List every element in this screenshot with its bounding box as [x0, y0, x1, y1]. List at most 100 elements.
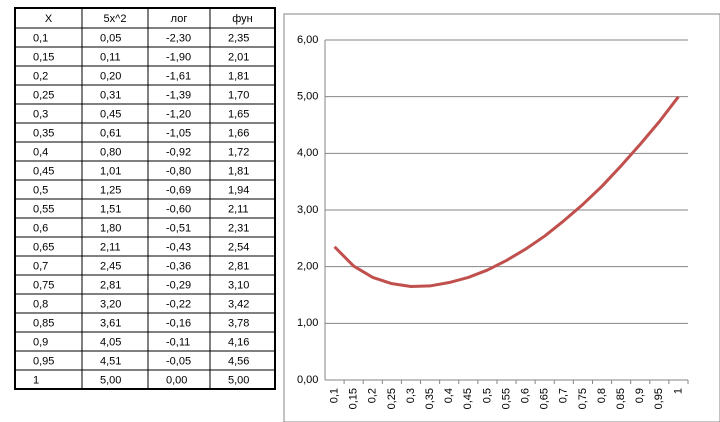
x-tick-label: 0,35	[424, 388, 436, 409]
x-tick-label: 0,45	[462, 388, 474, 409]
cell-text: 2,54	[228, 241, 249, 253]
cell-text: 0,7	[33, 260, 48, 272]
cell-text: 4,51	[100, 355, 121, 367]
chart-frame	[283, 13, 720, 422]
cell-text: 5,00	[228, 374, 249, 386]
table-cell	[14, 217, 83, 238]
cell-text: 0,11	[100, 51, 121, 63]
y-tick-label: 6,00	[297, 34, 318, 46]
y-tick-label: 3,00	[297, 204, 318, 216]
cell-text: 0,45	[100, 108, 121, 120]
cell-text: 3,78	[228, 317, 249, 329]
series-line	[333, 95, 680, 288]
table-cell	[14, 293, 83, 314]
table-cell	[14, 103, 83, 124]
cell-text: 2,45	[100, 260, 121, 272]
cell-text: 3,10	[228, 279, 249, 291]
cell-text: 2,81	[228, 260, 249, 272]
cell-text: -0,05	[166, 355, 191, 367]
cell-text: -1,61	[166, 70, 191, 82]
y-tick-label: 2,00	[297, 261, 318, 273]
cell-text: -1,90	[166, 51, 191, 63]
table-cell	[14, 331, 83, 352]
cell-text: 0,9	[33, 336, 48, 348]
cell-text: -0,92	[166, 146, 191, 158]
table-cell	[14, 369, 83, 390]
header-text: фун	[232, 13, 253, 25]
cell-text: 0,6	[33, 222, 48, 234]
cell-text: -0,29	[166, 279, 191, 291]
cell-text: 0,95	[33, 355, 54, 367]
header-text: 5x^2	[104, 13, 127, 25]
cell-text: 0,20	[100, 70, 121, 82]
cell-text: 0,31	[100, 89, 121, 101]
table-cell	[14, 27, 83, 48]
x-tick-label: 0,3	[405, 388, 417, 403]
x-tick-label: 0,65	[539, 388, 551, 409]
cell-text: 0,5	[33, 184, 48, 196]
cell-text: 5,00	[100, 374, 121, 386]
cell-text: 0,61	[100, 127, 121, 139]
cell-text: 0,65	[33, 241, 54, 253]
cell-text: 4,16	[228, 336, 249, 348]
cell-text: -0,51	[166, 222, 191, 234]
cell-text: 0,75	[33, 279, 54, 291]
cell-text: 1,66	[228, 127, 249, 139]
cell-text: 0,2	[33, 70, 48, 82]
cell-text: -0,22	[166, 298, 191, 310]
cell-text: 3,61	[100, 317, 121, 329]
cell-text: 2,11	[100, 241, 121, 253]
cell-text: 0,80	[100, 146, 121, 158]
cell-text: 0,1	[33, 32, 48, 44]
cell-text: 0,00	[166, 374, 187, 386]
x-tick-label: 0,8	[596, 388, 608, 403]
cell-text: 1,81	[228, 165, 249, 177]
table-cell	[14, 255, 83, 276]
cell-text: 0,55	[33, 203, 54, 215]
x-tick-label: 1	[672, 388, 684, 394]
cell-text: 1,01	[100, 165, 121, 177]
x-tick-label: 0,4	[443, 388, 455, 403]
x-tick-label: 0,5	[481, 388, 493, 403]
cell-text: -0,43	[166, 241, 191, 253]
cell-text: 4,05	[100, 336, 121, 348]
cell-text: 0,45	[33, 165, 54, 177]
cell-text: 1,94	[228, 184, 249, 196]
y-tick-label: 1,00	[297, 317, 318, 329]
x-tick-label: 0,1	[328, 388, 340, 403]
cell-text: 1,80	[100, 222, 121, 234]
cell-text: 1,72	[228, 146, 249, 158]
cell-text: -1,05	[166, 127, 191, 139]
cell-text: -0,69	[166, 184, 191, 196]
cell-text: 0,8	[33, 298, 48, 310]
cell-text: -0,36	[166, 260, 191, 272]
x-tick-label: 0,6	[520, 388, 532, 403]
x-tick-label: 0,25	[386, 388, 398, 409]
cell-text: 1	[33, 374, 39, 386]
cell-text: -1,20	[166, 108, 191, 120]
cell-text: 3,20	[100, 298, 121, 310]
x-tick-label: 0,95	[653, 388, 665, 409]
cell-text: 0,25	[33, 89, 54, 101]
cell-text: -2,30	[166, 32, 191, 44]
header-text: X	[45, 13, 53, 25]
x-tick-label: 0,85	[615, 388, 627, 409]
table-border	[14, 7, 276, 390]
cell-text: 1,70	[228, 89, 249, 101]
cell-text: 1,51	[100, 203, 121, 215]
cell-text: 1,25	[100, 184, 121, 196]
cell-text: 0,15	[33, 51, 54, 63]
table-cell	[14, 179, 83, 200]
x-tick-label: 0,7	[558, 388, 570, 403]
y-tick-label: 0,00	[297, 374, 318, 386]
x-tick-label: 0,2	[367, 388, 379, 403]
cell-text: -0,16	[166, 317, 191, 329]
cell-text: 2,11	[228, 203, 249, 215]
header-text: лог	[171, 13, 188, 25]
cell-text: -0,60	[166, 203, 191, 215]
cell-text: 0,3	[33, 108, 48, 120]
table-cell	[14, 141, 83, 162]
x-tick-label: 0,15	[348, 388, 360, 409]
cell-text: 3,42	[228, 298, 249, 310]
